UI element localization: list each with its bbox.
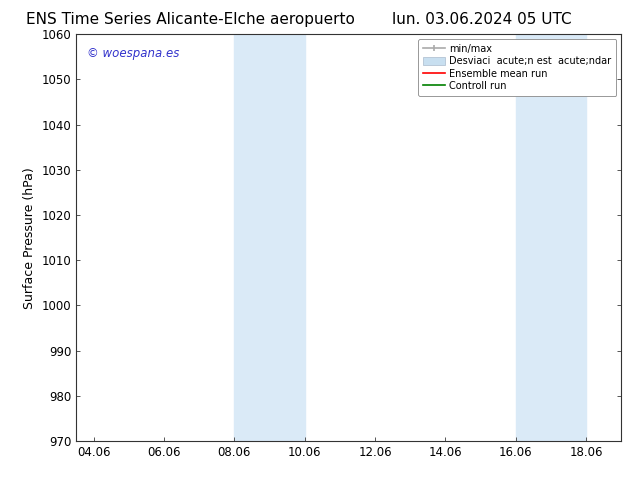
Bar xyxy=(516,34,586,441)
Y-axis label: Surface Pressure (hPa): Surface Pressure (hPa) xyxy=(23,167,36,309)
Legend: min/max, Desviaci  acute;n est  acute;ndar, Ensemble mean run, Controll run: min/max, Desviaci acute;n est acute;ndar… xyxy=(418,39,616,96)
Bar xyxy=(235,34,305,441)
Text: ENS Time Series Alicante-Elche aeropuerto: ENS Time Series Alicante-Elche aeropuert… xyxy=(26,12,354,27)
Text: lun. 03.06.2024 05 UTC: lun. 03.06.2024 05 UTC xyxy=(392,12,572,27)
Text: © woespana.es: © woespana.es xyxy=(87,47,179,59)
